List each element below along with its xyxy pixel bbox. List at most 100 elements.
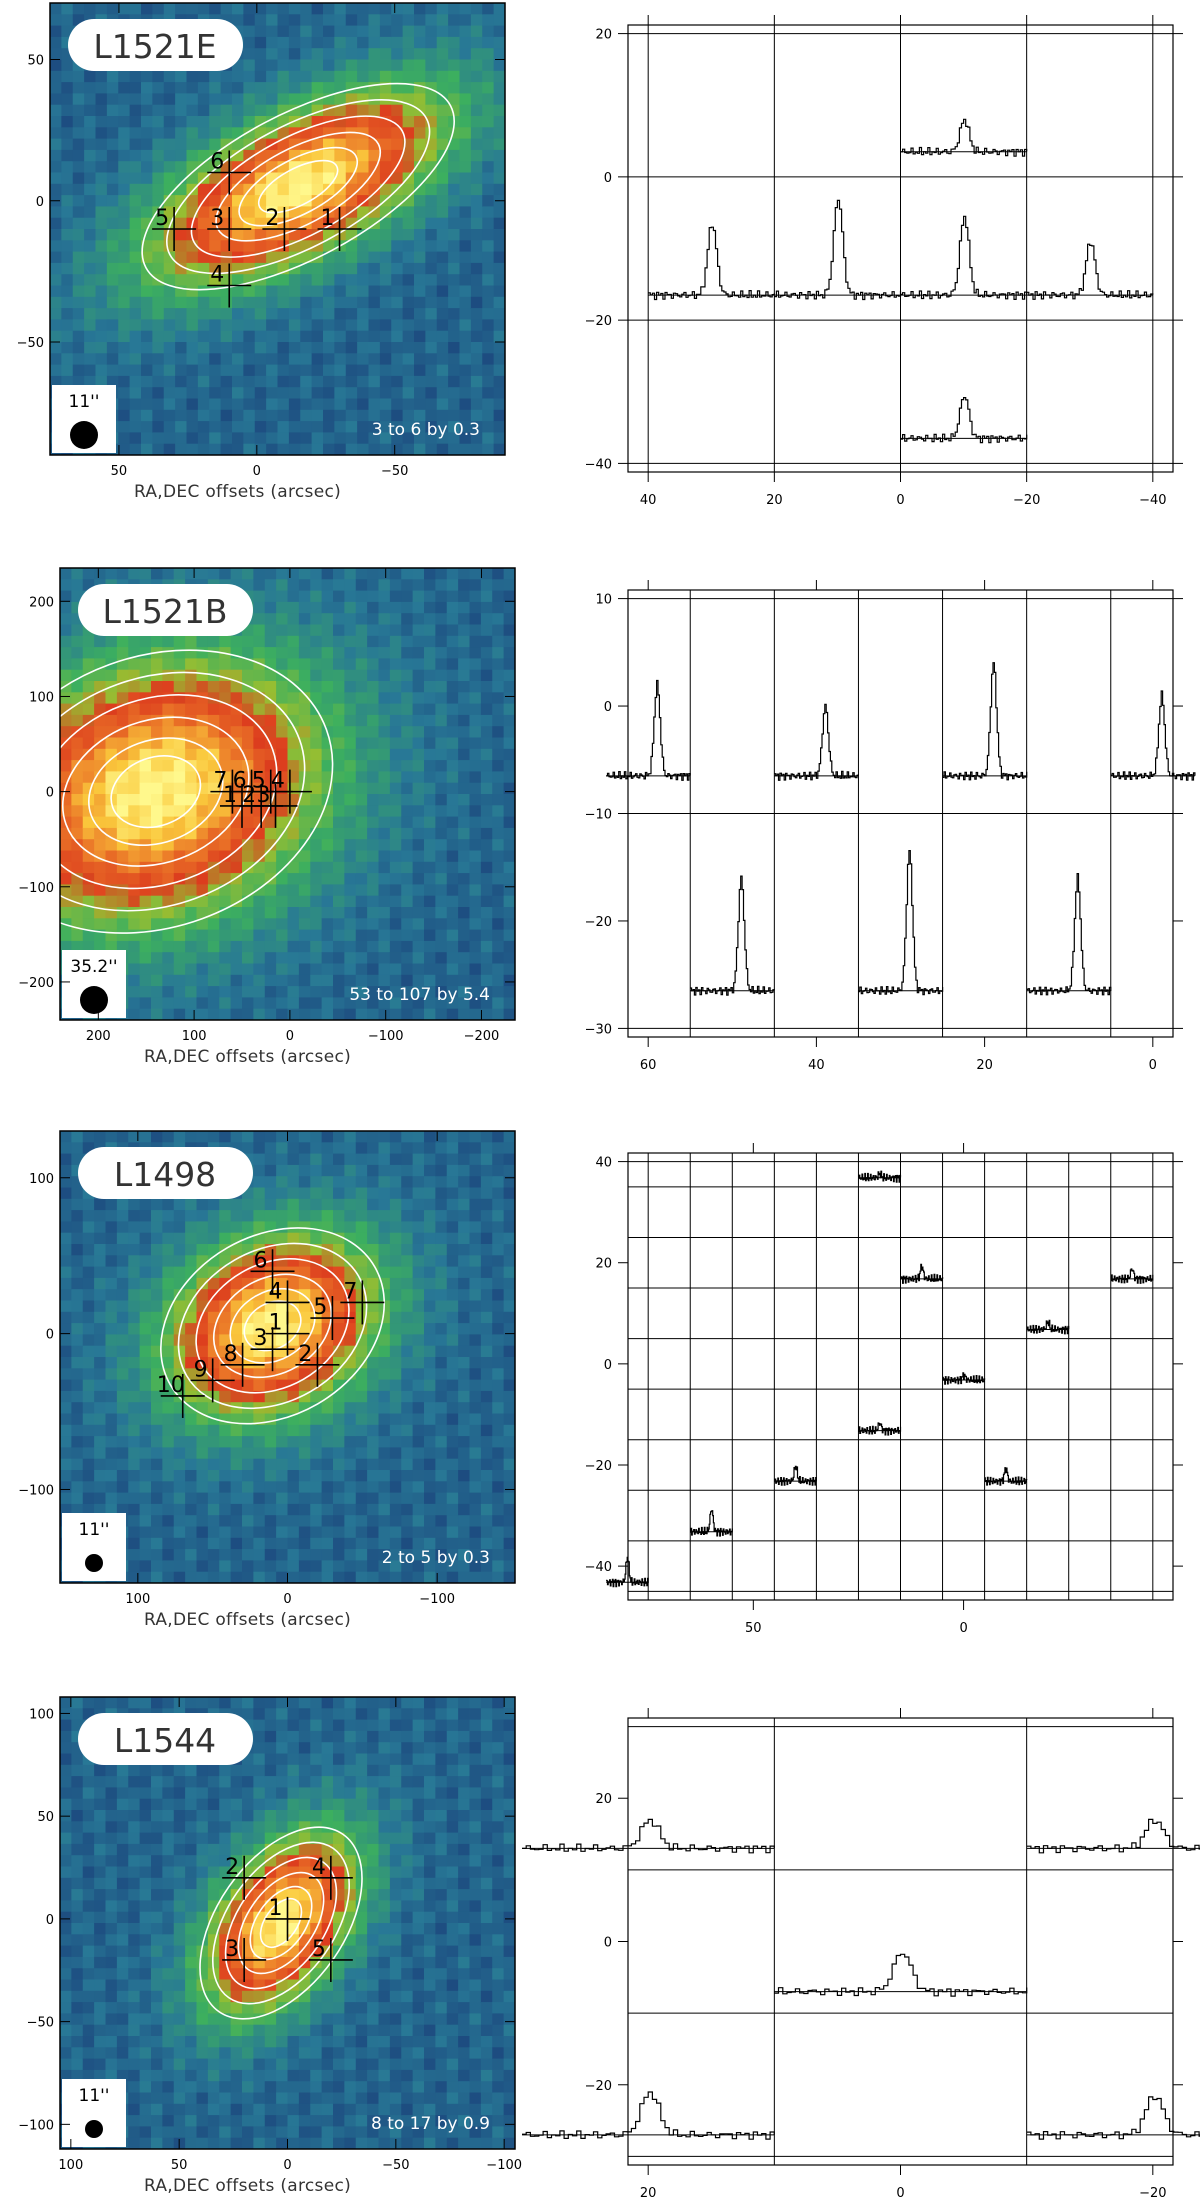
heatmap-pixel <box>334 82 347 94</box>
heatmap-pixel <box>242 1277 254 1290</box>
heatmap-pixel <box>207 771 220 784</box>
heatmap-pixel <box>288 195 301 207</box>
heatmap-pixel <box>253 1413 266 1426</box>
heatmap-pixel <box>480 1289 493 1302</box>
heatmap-pixel <box>378 929 391 942</box>
heatmap-pixel <box>446 771 459 784</box>
heatmap-pixel <box>173 873 186 885</box>
heatmap-pixel <box>185 1357 198 1369</box>
heatmap-pixel <box>323 172 335 185</box>
heatmap-pixel <box>207 1402 220 1415</box>
heatmap-pixel <box>94 1277 107 1290</box>
heatmap-pixel <box>401 1458 414 1471</box>
heatmap-pixel <box>128 1436 141 1448</box>
heatmap-pixel <box>424 1526 436 1539</box>
heatmap-pixel <box>288 149 301 162</box>
heatmap-pixel <box>72 353 85 366</box>
heatmap-pixel <box>378 1436 391 1448</box>
heatmap-pixel <box>333 816 345 829</box>
heatmap-pixel <box>368 319 381 332</box>
heatmap-pixel <box>288 421 301 433</box>
heatmap-pixel <box>197 364 210 377</box>
heatmap-pixel <box>209 217 222 230</box>
heatmap-pixel <box>277 36 290 49</box>
heatmap-pixel <box>186 308 199 320</box>
heatmap-pixel <box>482 3 495 15</box>
heatmap-pixel <box>129 116 142 128</box>
heatmap-pixel <box>492 1549 505 1561</box>
heatmap-pixel <box>71 669 84 682</box>
heatmap-pixel <box>243 195 256 207</box>
heatmap-pixel <box>94 1345 107 1358</box>
heatmap-pixel <box>401 963 414 976</box>
heatmap-pixel <box>242 1515 254 1528</box>
heatmap-pixel <box>310 658 323 671</box>
heatmap-pixel <box>357 183 370 196</box>
heatmap-pixel <box>446 635 459 648</box>
heatmap-pixel <box>414 149 426 162</box>
heatmap-pixel <box>141 285 153 298</box>
heatmap-pixel <box>253 1323 266 1335</box>
heatmap-pixel <box>344 839 357 852</box>
heatmap-pixel <box>298 1334 311 1347</box>
heatmap-pixel <box>141 251 153 264</box>
heatmap-pixel <box>266 229 279 241</box>
heatmap-pixel <box>470 93 483 106</box>
heatmap-pixel <box>242 624 254 637</box>
heatmap-pixel <box>209 104 222 117</box>
heatmap-pixel <box>344 1176 357 1189</box>
heatmap-pixel <box>424 1379 436 1392</box>
heatmap-pixel <box>219 1266 232 1279</box>
heatmap-pixel <box>288 36 301 49</box>
heatmap-pixel <box>300 319 313 332</box>
heatmap-pixel <box>503 907 515 919</box>
heatmap-pixel <box>425 251 438 264</box>
heatmap-pixel <box>310 827 323 840</box>
heatmap-pixel <box>151 714 163 727</box>
heatmap-pixel <box>139 952 152 965</box>
heatmap-pixel <box>276 624 289 637</box>
heatmap-pixel <box>368 274 381 287</box>
heatmap-pixel <box>162 1323 175 1335</box>
heatmap-pixel <box>414 251 426 264</box>
heatmap-pixel <box>71 1470 84 1482</box>
y-tick-label: 0 <box>604 700 612 715</box>
heatmap-pixel <box>480 1447 493 1460</box>
heatmap-pixel <box>105 839 118 852</box>
heatmap-pixel <box>379 14 392 27</box>
heatmap-pixel <box>230 1436 243 1448</box>
heatmap-pixel <box>436 195 449 207</box>
heatmap-pixel <box>503 1277 515 1290</box>
heatmap-pixel <box>424 918 436 931</box>
heatmap-pixel <box>230 1198 243 1211</box>
heatmap-pixel <box>219 1470 232 1482</box>
heatmap-pixel <box>480 714 493 727</box>
heatmap-pixel <box>129 217 142 230</box>
heatmap-pixel <box>435 794 448 806</box>
heatmap-pixel <box>446 1187 459 1200</box>
heatmap-pixel <box>389 1244 402 1256</box>
heatmap-pixel <box>480 1232 493 1245</box>
heatmap-pixel <box>446 986 459 998</box>
heatmap-pixel <box>446 895 459 908</box>
heatmap-pixel <box>253 613 266 626</box>
heatmap-pixel <box>310 1413 323 1426</box>
heatmap-pixel <box>118 229 131 241</box>
heatmap-pixel <box>448 14 461 27</box>
heatmap-pixel <box>116 726 129 739</box>
heatmap-pixel <box>50 262 62 275</box>
heatmap-pixel <box>459 104 472 117</box>
heatmap-pixel <box>402 149 415 162</box>
spectrum-line <box>900 118 1028 157</box>
heatmap-pixel <box>492 1164 505 1177</box>
heatmap-pixel <box>141 409 153 422</box>
heatmap-pixel <box>367 681 380 693</box>
heatmap-pixel <box>368 195 381 207</box>
heatmap-pixel <box>175 262 188 275</box>
heatmap-pixel <box>288 3 301 15</box>
heatmap-pixel <box>321 1571 334 1583</box>
heatmap-pixel <box>173 1334 186 1347</box>
heatmap-pixel <box>276 1526 289 1539</box>
heatmap-pixel <box>436 25 449 38</box>
